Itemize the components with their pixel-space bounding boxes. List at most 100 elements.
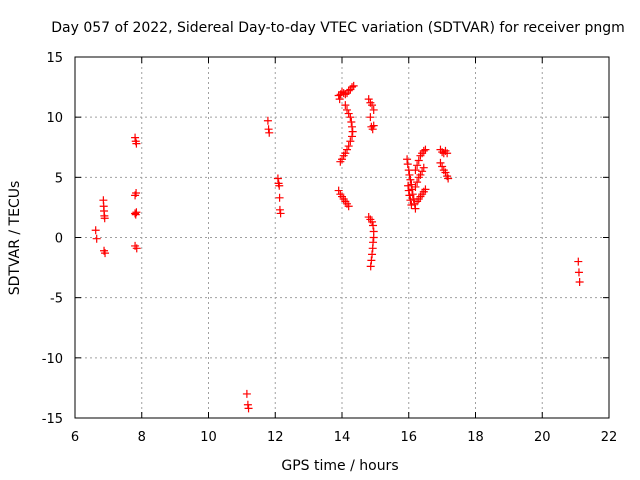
data-point <box>348 132 357 141</box>
data-point <box>348 122 357 131</box>
data-point <box>244 404 253 413</box>
data-points <box>91 81 584 413</box>
data-point <box>243 400 252 409</box>
data-point <box>404 186 413 195</box>
data-point <box>405 170 414 179</box>
data-point <box>339 151 348 160</box>
data-point <box>131 209 140 218</box>
data-point <box>411 182 420 191</box>
data-point <box>405 191 414 200</box>
data-point <box>132 139 141 148</box>
x-tick-label: 22 <box>601 430 618 445</box>
data-point <box>443 149 452 158</box>
data-point <box>348 127 357 136</box>
data-point <box>346 113 355 122</box>
data-point <box>403 155 412 164</box>
data-point <box>438 162 447 171</box>
y-tick-label: -5 <box>50 292 63 307</box>
data-point <box>100 214 109 223</box>
x-tick-label: 6 <box>71 430 79 445</box>
data-point <box>406 196 415 205</box>
data-point <box>411 166 420 175</box>
data-point <box>368 244 377 253</box>
data-point <box>574 268 583 277</box>
data-point <box>369 221 378 230</box>
data-point <box>418 167 427 176</box>
data-point <box>263 116 272 125</box>
data-point <box>242 389 251 398</box>
data-point <box>275 181 284 190</box>
data-point <box>411 204 420 213</box>
data-point <box>275 193 284 202</box>
data-point <box>132 188 141 197</box>
data-point <box>369 233 378 242</box>
x-tick-label: 18 <box>467 430 484 445</box>
data-point <box>413 178 422 187</box>
data-point <box>344 142 353 151</box>
y-tick-label: 5 <box>55 171 63 186</box>
x-tick-labels: 6 8 10 12 14 16 18 20 22 <box>71 430 617 445</box>
data-point <box>131 133 140 142</box>
data-point <box>335 95 344 104</box>
x-tick-label: 10 <box>200 430 217 445</box>
data-point <box>419 146 428 155</box>
y-tick-label: -15 <box>42 412 63 427</box>
x-tick-label: 12 <box>267 430 284 445</box>
data-point <box>369 121 378 130</box>
x-tick-label: 20 <box>534 430 551 445</box>
chart-title: Day 057 of 2022, Sidereal Day-to-day VTE… <box>51 20 625 36</box>
data-point <box>276 209 285 218</box>
data-point <box>413 161 422 170</box>
data-point <box>408 190 417 199</box>
data-point <box>574 257 583 266</box>
y-axis-label: SDTVAR / TECUs <box>7 181 23 296</box>
x-tick-label: 14 <box>334 430 351 445</box>
data-point <box>273 174 282 183</box>
data-point <box>344 109 353 118</box>
data-point <box>347 117 356 126</box>
data-point <box>348 83 357 92</box>
data-point <box>343 105 352 114</box>
data-point <box>404 166 413 175</box>
data-point <box>132 208 141 217</box>
y-tick-label: 15 <box>46 51 63 66</box>
data-point <box>101 249 110 258</box>
y-tick-label: 10 <box>46 111 63 126</box>
data-point <box>366 113 375 122</box>
data-point <box>403 160 412 169</box>
data-point <box>407 201 416 210</box>
data-point <box>344 86 353 95</box>
data-point <box>275 205 284 214</box>
data-point <box>406 175 415 184</box>
data-point <box>336 157 345 166</box>
data-point <box>419 163 428 172</box>
data-point <box>368 101 377 110</box>
data-point <box>575 278 584 287</box>
data-point <box>366 262 375 271</box>
axis-ticks <box>74 56 610 419</box>
data-point <box>264 125 273 134</box>
data-point <box>349 81 358 90</box>
data-point <box>441 168 450 177</box>
x-tick-label: 16 <box>400 430 417 445</box>
data-point <box>416 170 425 179</box>
data-point <box>334 186 343 195</box>
data-point <box>364 95 373 104</box>
data-point <box>421 185 430 194</box>
data-point <box>369 105 378 114</box>
data-point <box>334 91 343 100</box>
y-tick-label: 0 <box>55 232 63 247</box>
data-point <box>368 125 377 134</box>
data-point <box>368 217 377 226</box>
data-point <box>367 256 376 265</box>
data-point <box>421 145 430 154</box>
y-tick-labels: -15 -10 -5 0 5 10 15 <box>42 51 63 427</box>
x-tick-label: 8 <box>138 430 146 445</box>
data-point <box>91 226 100 235</box>
x-axis-label: GPS time / hours <box>281 458 398 474</box>
data-point <box>346 137 355 146</box>
data-point <box>344 202 353 211</box>
data-point <box>132 244 141 253</box>
data-point <box>414 156 423 165</box>
